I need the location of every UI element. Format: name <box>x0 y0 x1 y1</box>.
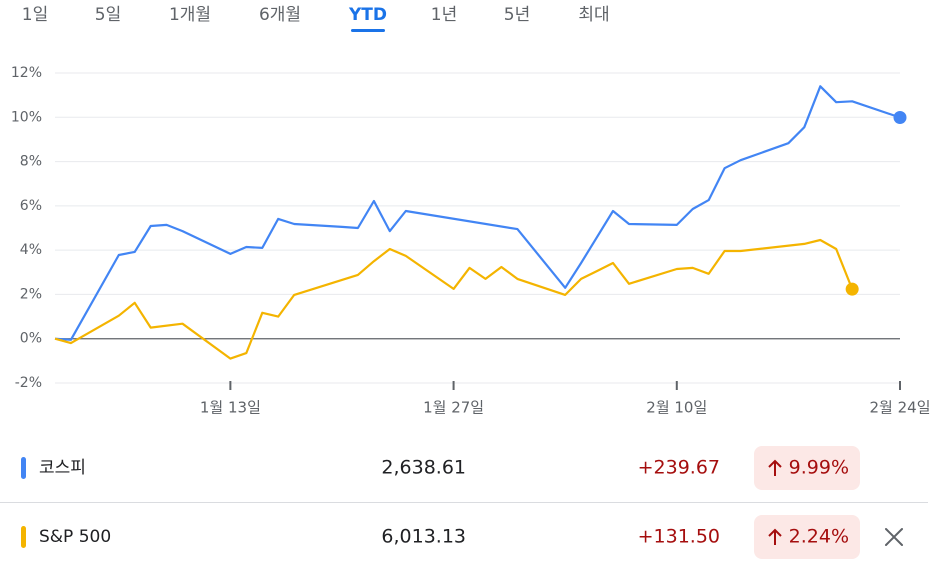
y-tick-label: 8% <box>20 154 42 170</box>
y-tick-label: 4% <box>20 242 42 258</box>
change-pill <box>754 515 860 559</box>
legend-swatch <box>21 526 26 548</box>
range-tab[interactable]: YTD <box>348 5 387 25</box>
range-tab[interactable]: 최대 <box>578 5 609 25</box>
range-tab[interactable]: 5일 <box>95 5 121 25</box>
x-tick-label: 1월 13일 <box>200 399 261 417</box>
range-tab[interactable]: 1년 <box>431 5 457 25</box>
range-tab[interactable]: 6개월 <box>259 5 301 25</box>
percent-change: 2.24% <box>789 526 849 548</box>
last-point <box>845 282 859 296</box>
range-tab[interactable]: 1일 <box>22 5 48 25</box>
percent-change: 9.99% <box>789 457 849 479</box>
up-arrow-icon <box>768 528 782 545</box>
comparison-row[interactable]: S&P 500 6,013.13 +131.50 2.24% <box>21 515 860 559</box>
range-tab[interactable]: 1개월 <box>169 5 211 25</box>
last-point <box>893 111 907 125</box>
y-tick-label: 12% <box>11 65 42 81</box>
range-tab[interactable]: 5년 <box>504 5 530 25</box>
comparison-row[interactable]: 코스피 2,638.61 +239.67 9.99% <box>21 446 860 490</box>
price: 6,013.13 <box>381 526 466 548</box>
y-tick-label: 6% <box>20 198 42 214</box>
y-tick-label: 2% <box>20 286 42 302</box>
legend-entry: S&P 500 <box>39 527 111 547</box>
active-tab-underline <box>351 29 385 32</box>
legend-swatch <box>21 457 26 479</box>
x-tick-label: 1월 27일 <box>423 399 484 417</box>
close-icon <box>885 528 903 546</box>
change: +131.50 <box>638 526 720 548</box>
close-button[interactable] <box>885 528 903 546</box>
y-tick-label: 0% <box>20 331 42 347</box>
series-line <box>54 238 854 360</box>
change-pill <box>754 446 860 490</box>
series-line <box>54 85 901 341</box>
price: 2,638.61 <box>381 457 466 479</box>
legend-entry: 코스피 <box>39 458 86 478</box>
up-arrow-icon <box>768 459 782 476</box>
change: +239.67 <box>638 457 720 479</box>
x-tick-label: 2월 10일 <box>646 399 707 417</box>
x-tick-label: 2월 24일 <box>870 399 931 417</box>
y-tick-label: 10% <box>11 109 42 125</box>
y-tick-label: -2% <box>15 375 42 391</box>
